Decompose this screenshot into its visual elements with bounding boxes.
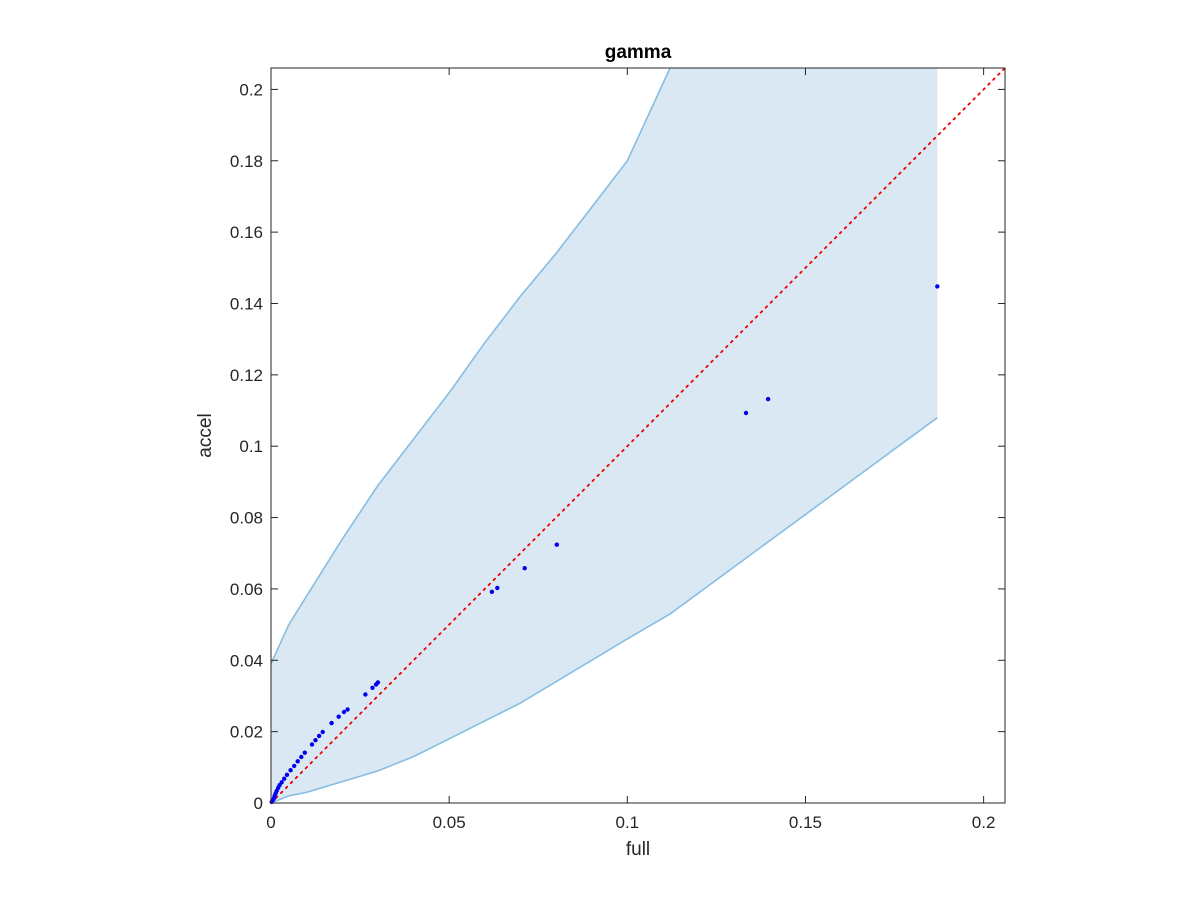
data-point — [316, 733, 322, 739]
data-point — [284, 772, 290, 777]
data-point — [363, 692, 368, 697]
y-tick-label: 0.02 — [230, 723, 263, 742]
data-point — [336, 714, 341, 719]
data-point — [299, 754, 304, 760]
x-tick-label: 0.15 — [789, 813, 822, 832]
data-point — [302, 750, 307, 755]
data-point — [554, 542, 559, 547]
data-point — [292, 763, 297, 769]
x-axis-label: full — [626, 839, 650, 860]
data-point — [282, 776, 287, 781]
data-point — [743, 410, 749, 416]
data-point — [489, 589, 495, 594]
x-tick-label: 0 — [266, 813, 275, 832]
data-point — [495, 585, 500, 591]
chart-title: gamma — [605, 42, 672, 63]
data-points — [269, 284, 940, 805]
x-axis-ticks: 0 0.05 0.1 0.15 0.2 — [266, 68, 995, 832]
data-point — [345, 707, 350, 712]
y-axis-ticks: 0 0.02 0.04 0.06 0.08 0.1 0.12 0.14 0.16 0.18 0.2 — [230, 80, 1005, 813]
data-point — [288, 768, 293, 773]
band-lower-edge — [270, 417, 938, 804]
data-point — [313, 738, 318, 743]
identity-reference-line — [270, 67, 1006, 804]
data-point — [341, 709, 347, 715]
data-point — [765, 396, 771, 402]
y-tick-label: 0.08 — [230, 509, 263, 528]
data-point — [295, 759, 300, 764]
data-point — [320, 729, 325, 735]
data-point — [522, 566, 527, 571]
data-point — [279, 780, 284, 785]
data-point — [370, 685, 375, 690]
band-fill — [271, 68, 938, 803]
y-tick-label: 0.2 — [239, 80, 263, 99]
y-tick-label: 0 — [254, 794, 263, 813]
y-tick-label: 0.18 — [230, 152, 263, 171]
x-tick-label: 0.1 — [615, 813, 639, 832]
data-point — [309, 742, 315, 747]
y-tick-label: 0.04 — [230, 651, 263, 670]
band-upper-edge — [270, 67, 671, 665]
x-tick-label: 0.2 — [972, 813, 996, 832]
axes-box — [270, 67, 1006, 804]
y-tick-label: 0.1 — [239, 437, 263, 456]
y-tick-label: 0.14 — [230, 294, 263, 313]
y-tick-label: 0.16 — [230, 223, 263, 242]
data-point — [935, 284, 940, 289]
y-tick-label: 0.06 — [230, 580, 263, 599]
data-point — [329, 720, 334, 726]
y-tick-label: 0.12 — [230, 366, 263, 385]
y-axis-label: accel — [195, 413, 216, 457]
confidence-band — [270, 67, 938, 804]
x-tick-label: 0.05 — [433, 813, 466, 832]
data-point — [375, 680, 381, 685]
